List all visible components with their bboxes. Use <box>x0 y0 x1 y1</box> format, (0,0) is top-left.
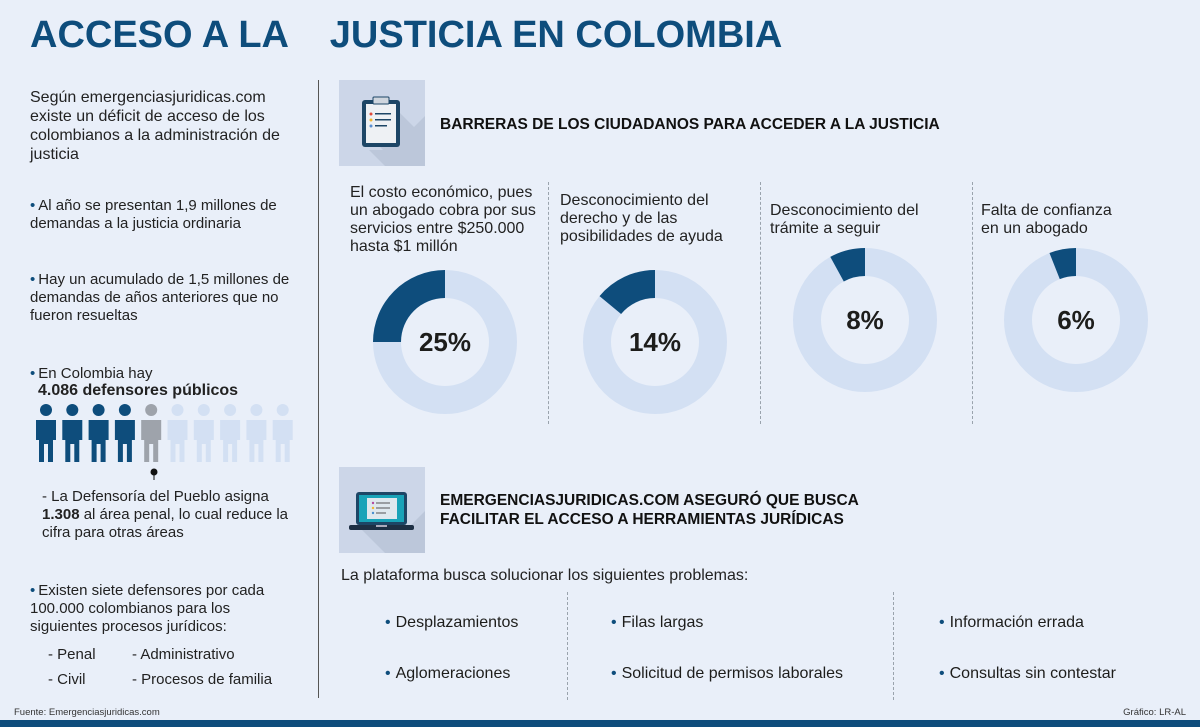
page-title: ACCESO A LA JUSTICIA EN COLOMBIA <box>30 14 783 56</box>
barrera-label-2: Desconocimiento del derecho y de las pos… <box>560 192 723 245</box>
donut-segment-3 <box>830 248 865 282</box>
barrera-label-3: Desconocimiento del trámite a seguir <box>770 202 919 237</box>
donut-label-3: 8% <box>846 305 884 335</box>
column-divider <box>318 80 319 698</box>
plataforma-title-line1: EMERGENCIASJURIDICAS.COM ASEGURÓ QUE BUS… <box>440 492 859 509</box>
person-figure <box>167 404 188 462</box>
proceso-penal: - Penal <box>48 646 96 663</box>
person-figure <box>272 404 293 462</box>
plataforma-title-line2: FACILITAR EL ACCESO A HERRAMIENTAS JURÍD… <box>440 511 844 528</box>
fact-1: Al año se presentan 1,9 millones de dema… <box>30 197 290 233</box>
donut-segment-4 <box>1049 248 1076 280</box>
person-figure <box>88 404 109 462</box>
problem-item: Consultas sin contestar <box>939 665 1116 683</box>
problem-item: Filas largas <box>611 614 704 632</box>
laptop-icon <box>339 467 425 553</box>
person-figure <box>246 404 267 462</box>
problem-item: Solicitud de permisos laborales <box>611 665 843 683</box>
plataforma-subtitle: La plataforma busca solucionar los sigui… <box>341 567 749 584</box>
defensores-count: 4.086 defensores públicos <box>38 382 239 399</box>
note-suffix: al área penal, lo cual reduce la cifra p… <box>42 506 289 541</box>
note-prefix: - La Defensoría del Pueblo asigna <box>42 488 269 505</box>
donut-segment-2 <box>599 270 655 314</box>
person-figure <box>193 404 214 462</box>
donut-segment-1 <box>373 270 445 342</box>
pin-marker <box>150 468 158 480</box>
barrera-label-4: Falta de confianza en un abogado <box>981 202 1112 237</box>
problem-item: Aglomeraciones <box>385 665 511 683</box>
person-figure <box>62 404 83 462</box>
footer-bar <box>0 720 1200 727</box>
problem-item: Desplazamientos <box>385 614 519 632</box>
footer-credit: Gráfico: LR-AL <box>1123 707 1186 718</box>
clipboard-icon <box>339 80 425 166</box>
problem-item: Información errada <box>939 614 1084 632</box>
proceso-familia: - Procesos de familia <box>132 671 273 688</box>
person-figure <box>220 404 241 462</box>
divider <box>548 182 549 424</box>
note-bold: 1.308 <box>42 506 80 523</box>
divider <box>972 182 973 424</box>
fact-2: Hay un acumulado de 1,5 millones de dema… <box>30 271 290 325</box>
siete-text: Existen siete defensores por cada 100.00… <box>30 582 280 636</box>
divider <box>760 182 761 424</box>
defensores-prefix: En Colombia hay <box>30 365 290 383</box>
barreras-title: BARRERAS DE LOS CIUDADANOS PARA ACCEDER … <box>440 116 940 133</box>
intro-text: Según emergenciasjuridicas.com existe un… <box>30 89 280 163</box>
donut-label-4: 6% <box>1057 305 1095 335</box>
defensoria-note: - La Defensoría del Pueblo asigna 1.308 a… <box>42 488 302 542</box>
proceso-administrativo: - Administrativo <box>132 646 235 663</box>
person-figure <box>36 404 56 462</box>
person-figure <box>141 404 162 462</box>
donut-label-2: 14% <box>628 327 682 357</box>
plataforma-title: EMERGENCIASJURIDICAS.COM ASEGURÓ QUE BUS… <box>440 491 859 529</box>
barrera-label-1: El costo económico, pues un abogado cobr… <box>350 184 536 255</box>
footer-source: Fuente: Emergenciasjuridicas.com <box>14 707 160 718</box>
donut-label-1: 25% <box>418 327 472 357</box>
people-figures <box>36 404 293 480</box>
divider <box>567 592 568 700</box>
person-figure <box>114 404 135 462</box>
divider <box>893 592 894 700</box>
proceso-civil: - Civil <box>48 671 86 688</box>
